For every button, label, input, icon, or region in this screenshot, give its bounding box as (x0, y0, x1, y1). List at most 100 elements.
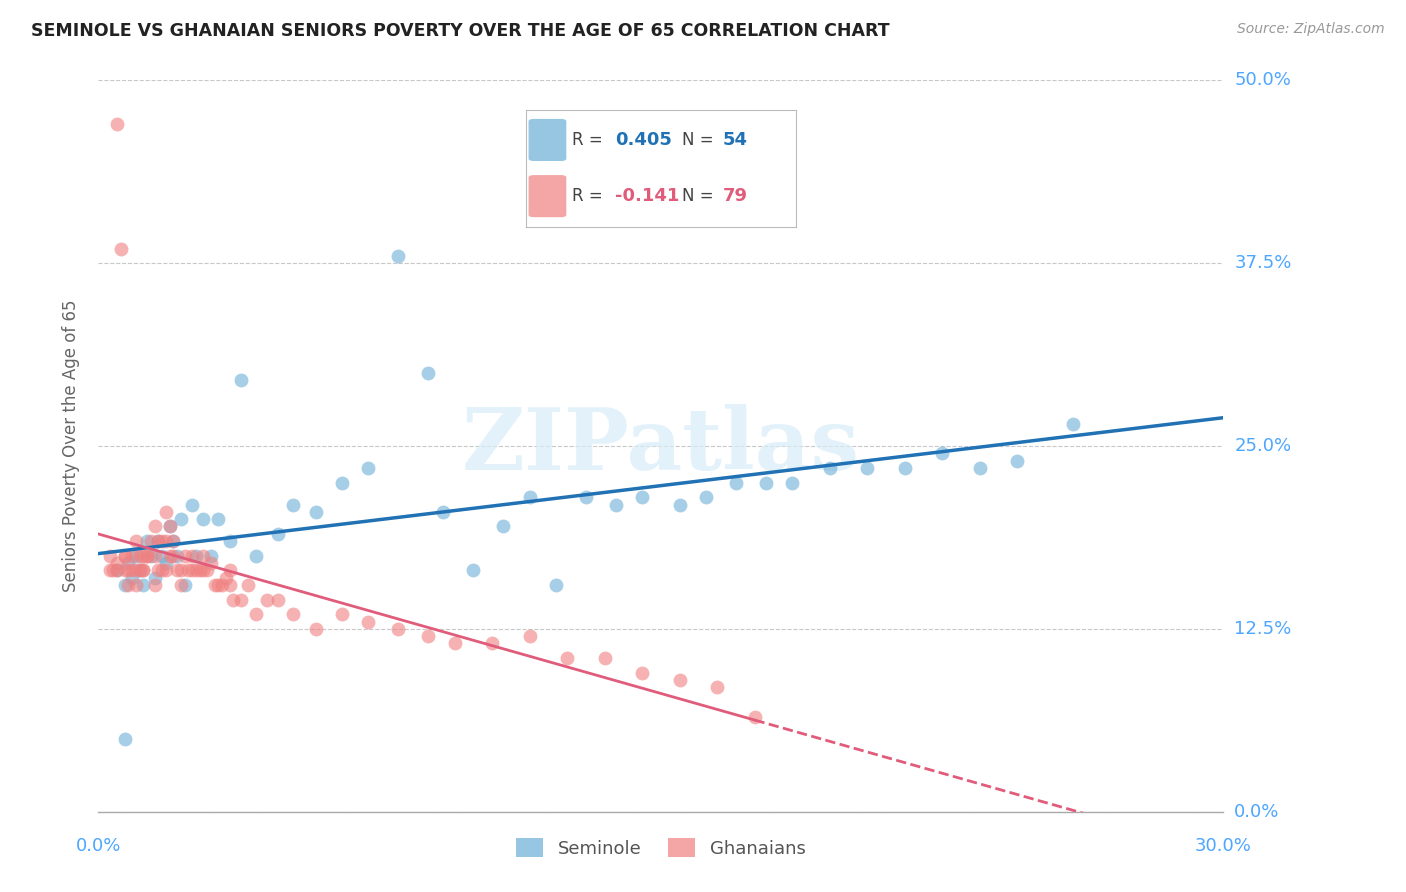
Point (105, 117, 128, 131)
Point (631, 490, 654, 504)
Point (481, 636, 503, 650)
Point (706, 681, 728, 695)
Text: 37.5%: 37.5% (1234, 254, 1292, 272)
Text: 12.5%: 12.5% (1234, 620, 1292, 638)
Point (136, 549, 159, 563)
Point (193, 563, 215, 577)
Point (155, 505, 177, 519)
Point (207, 512, 229, 526)
Point (181, 549, 204, 563)
Point (125, 563, 148, 577)
Point (432, 505, 454, 519)
Point (357, 461, 380, 475)
Point (519, 490, 541, 504)
Point (128, 549, 150, 563)
Point (148, 534, 170, 549)
Point (114, 731, 136, 746)
Point (631, 665, 654, 680)
Point (218, 563, 240, 577)
Point (204, 578, 226, 592)
Point (159, 549, 181, 563)
Point (492, 519, 515, 533)
Point (593, 651, 616, 665)
Point (893, 461, 915, 475)
Point (229, 592, 252, 607)
Point (121, 563, 143, 577)
Point (155, 534, 177, 549)
Text: SEMINOLE VS GHANAIAN SENIORS POVERTY OVER THE AGE OF 65 CORRELATION CHART: SEMINOLE VS GHANAIAN SENIORS POVERTY OVE… (31, 22, 890, 40)
Point (818, 461, 841, 475)
Point (195, 563, 218, 577)
Point (155, 563, 177, 577)
Point (105, 563, 128, 577)
Point (103, 563, 125, 577)
Point (173, 578, 195, 592)
Point (856, 461, 879, 475)
Point (245, 607, 267, 622)
Point (931, 446, 953, 460)
Point (117, 556, 139, 570)
Point (207, 578, 229, 592)
Point (218, 534, 240, 549)
Point (695, 490, 717, 504)
Point (170, 563, 193, 577)
Point (222, 592, 245, 607)
Point (193, 512, 215, 526)
Point (256, 592, 278, 607)
Point (177, 563, 200, 577)
Point (143, 549, 166, 563)
Point (98, 563, 121, 577)
Point (170, 512, 193, 526)
Point (170, 578, 193, 592)
Point (132, 563, 155, 577)
Point (555, 651, 578, 665)
Point (357, 615, 380, 629)
Point (150, 563, 173, 577)
Point (117, 578, 139, 592)
Point (162, 534, 184, 549)
Point (245, 549, 267, 563)
Point (193, 549, 215, 563)
Point (283, 498, 305, 512)
Point (159, 519, 181, 533)
Point (418, 629, 440, 643)
Point (200, 556, 222, 570)
Point (229, 373, 252, 387)
Point (125, 534, 148, 549)
Point (744, 709, 766, 723)
Point (139, 534, 162, 549)
Point (150, 549, 173, 563)
Point (330, 607, 353, 622)
Point (418, 366, 440, 380)
Point (188, 563, 211, 577)
Point (218, 578, 240, 592)
Text: 30.0%: 30.0% (1195, 837, 1251, 855)
Point (159, 519, 181, 533)
Point (238, 578, 260, 592)
Point (267, 592, 290, 607)
Point (105, 563, 128, 577)
Point (150, 534, 173, 549)
Point (132, 578, 155, 592)
Point (173, 549, 195, 563)
Point (143, 578, 166, 592)
Point (305, 622, 328, 636)
Point (181, 563, 204, 577)
Point (132, 549, 155, 563)
Text: ZIPatlas: ZIPatlas (461, 404, 860, 488)
Point (117, 563, 139, 577)
Point (780, 475, 803, 490)
Point (1005, 453, 1028, 467)
Point (668, 673, 690, 687)
Point (387, 249, 409, 263)
Point (110, 242, 132, 256)
Point (575, 490, 598, 504)
Point (668, 498, 690, 512)
Point (443, 636, 465, 650)
Point (148, 563, 170, 577)
Point (98, 549, 121, 563)
Point (125, 549, 148, 563)
Point (184, 549, 207, 563)
Point (215, 571, 238, 585)
Text: 25.0%: 25.0% (1234, 437, 1292, 455)
